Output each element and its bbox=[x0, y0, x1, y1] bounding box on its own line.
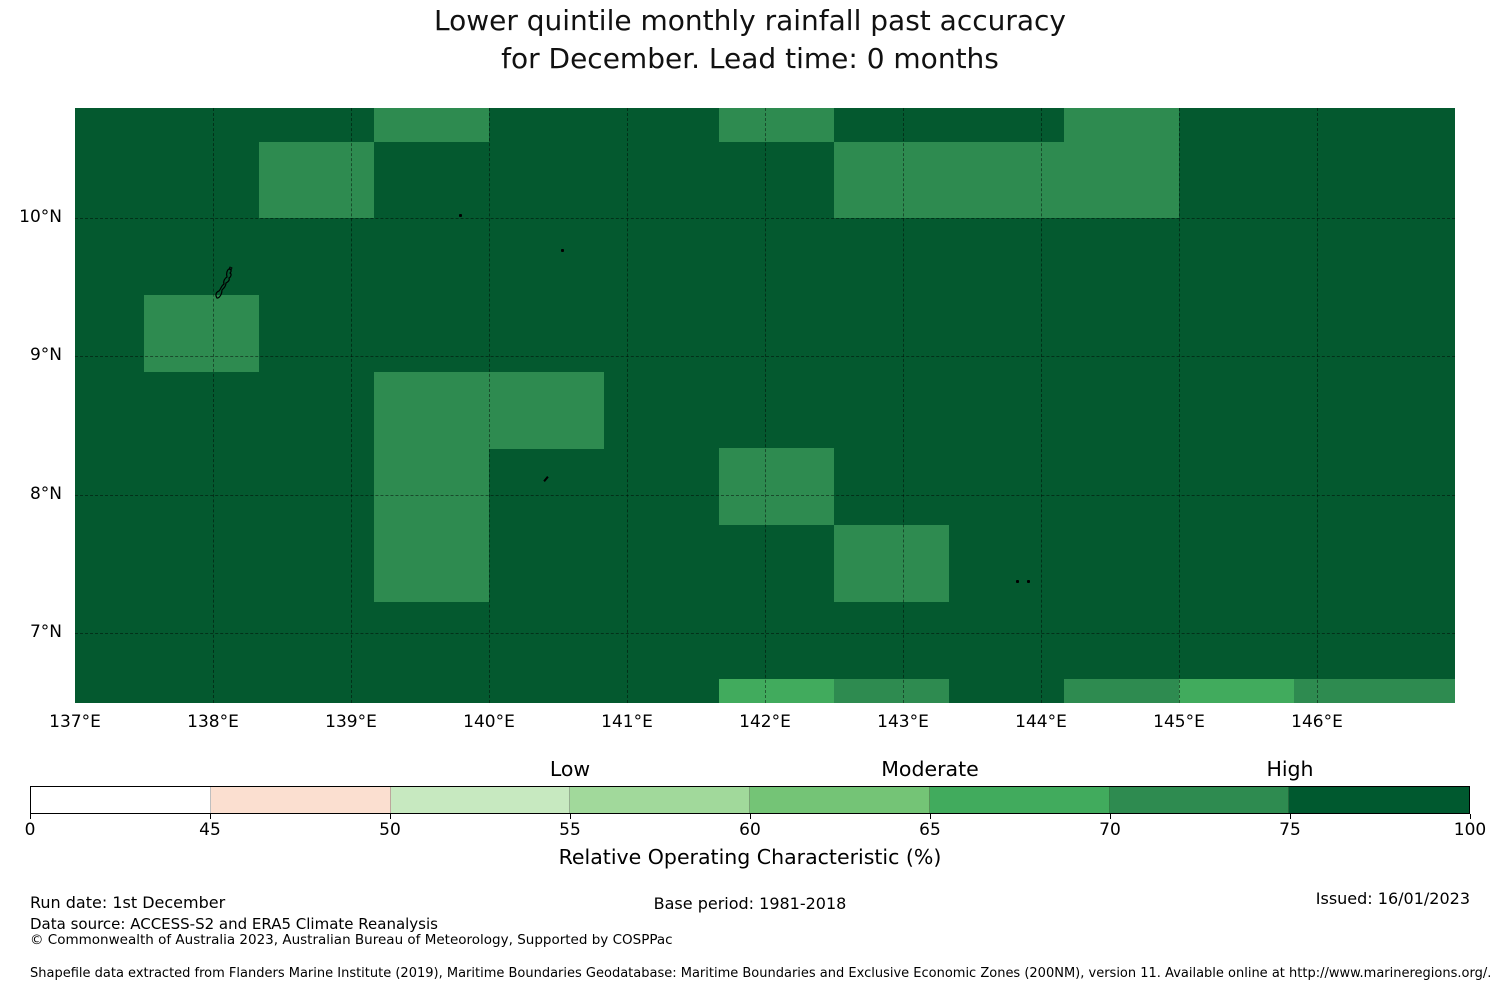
data-source-text: Data source: ACCESS-S2 and ERA5 Climate … bbox=[30, 915, 438, 933]
colorbar-axis-label: Relative Operating Characteristic (%) bbox=[558, 845, 942, 869]
colorbar bbox=[30, 786, 1470, 814]
gridline-horizontal bbox=[75, 356, 1455, 358]
gridline-vertical bbox=[1041, 108, 1042, 703]
colorbar-tick-label: 60 bbox=[739, 820, 761, 840]
colorbar-band-label: High bbox=[1266, 757, 1314, 781]
island-dot bbox=[458, 214, 462, 218]
colorbar-segment bbox=[390, 787, 571, 813]
gridline-vertical bbox=[351, 108, 352, 703]
heatmap-cell bbox=[719, 448, 835, 526]
x-tick-label: 137°E bbox=[49, 712, 101, 732]
heatmap-cell bbox=[1064, 108, 1180, 142]
x-tick-label: 146°E bbox=[1291, 712, 1343, 732]
colorbar-tick-label: 45 bbox=[199, 820, 221, 840]
heatmap-cell bbox=[144, 295, 259, 372]
heatmap-cell bbox=[1293, 678, 1409, 703]
colorbar-band-label: Low bbox=[549, 757, 591, 781]
island-outline-icon bbox=[213, 264, 241, 302]
colorbar-tick bbox=[390, 814, 391, 819]
colorbar-tick-label: 70 bbox=[1099, 820, 1121, 840]
heatmap-cell bbox=[834, 141, 949, 219]
x-tick-label: 143°E bbox=[877, 712, 929, 732]
colorbar-segment bbox=[31, 787, 211, 813]
island-dot bbox=[1027, 580, 1031, 583]
y-tick-label: 8°N bbox=[29, 483, 62, 504]
shapefile-attribution-text: Shapefile data extracted from Flanders M… bbox=[30, 966, 1492, 981]
x-tick-label: 142°E bbox=[739, 712, 791, 732]
y-tick-label: 7°N bbox=[29, 621, 62, 642]
issued-date-text: Issued: 16/01/2023 bbox=[1315, 889, 1470, 908]
colorbar-tick-label: 0 bbox=[24, 820, 36, 840]
heatmap-plot-area bbox=[75, 108, 1455, 703]
heatmap-cell bbox=[948, 141, 1064, 219]
island-dot bbox=[560, 248, 564, 252]
colorbar-tick bbox=[570, 814, 571, 819]
heatmap-cell bbox=[374, 108, 490, 142]
gridline-vertical bbox=[1317, 108, 1318, 703]
colorbar-tick bbox=[1110, 814, 1111, 819]
heatmap-cell bbox=[374, 525, 490, 602]
y-tick-label: 10°N bbox=[19, 207, 62, 228]
heatmap-cell bbox=[1409, 678, 1455, 703]
gridline-vertical bbox=[903, 108, 904, 703]
island-dot bbox=[542, 476, 549, 483]
colorbar-segment bbox=[1289, 787, 1469, 813]
gridline-horizontal bbox=[75, 494, 1455, 496]
colorbar-segment bbox=[210, 787, 391, 813]
gridline-vertical bbox=[765, 108, 766, 703]
x-tick-label: 138°E bbox=[187, 712, 239, 732]
island-dot bbox=[1016, 580, 1020, 583]
gridline-vertical bbox=[1179, 108, 1180, 703]
heatmap-cell bbox=[374, 448, 490, 526]
colorbar-segment bbox=[1109, 787, 1290, 813]
run-date-text: Run date: 1st December bbox=[30, 893, 226, 912]
gridline-vertical bbox=[627, 108, 628, 703]
colorbar-band-label: Moderate bbox=[881, 757, 979, 781]
heatmap-cell bbox=[1064, 678, 1180, 703]
x-tick-label: 140°E bbox=[463, 712, 515, 732]
colorbar-tick bbox=[30, 814, 31, 819]
colorbar-segment bbox=[570, 787, 750, 813]
colorbar-tick-label: 50 bbox=[379, 820, 401, 840]
colorbar-tick-label: 75 bbox=[1279, 820, 1301, 840]
heatmap-cell bbox=[719, 108, 835, 142]
x-tick-label: 139°E bbox=[325, 712, 377, 732]
gridline-horizontal bbox=[75, 218, 1455, 220]
gridline-vertical bbox=[489, 108, 490, 703]
chart-title-line2: for December. Lead time: 0 months bbox=[501, 42, 999, 75]
chart-title-line1: Lower quintile monthly rainfall past acc… bbox=[433, 4, 1066, 37]
x-tick-label: 141°E bbox=[601, 712, 653, 732]
colorbar-tick-label: 55 bbox=[559, 820, 581, 840]
colorbar-tick bbox=[210, 814, 211, 819]
colorbar-segment bbox=[750, 787, 930, 813]
x-tick-label: 145°E bbox=[1153, 712, 1205, 732]
heatmap-cell bbox=[258, 141, 374, 219]
heatmap-cell bbox=[834, 678, 949, 703]
y-tick-label: 9°N bbox=[29, 345, 62, 366]
colorbar-tick bbox=[750, 814, 751, 819]
base-period-text: Base period: 1981-2018 bbox=[653, 894, 847, 913]
colorbar-segment bbox=[929, 787, 1110, 813]
heatmap-cell bbox=[1064, 141, 1180, 219]
gridline-vertical bbox=[213, 108, 214, 703]
colorbar-tick bbox=[1470, 814, 1471, 819]
colorbar-tick-label: 65 bbox=[919, 820, 941, 840]
gridline-horizontal bbox=[75, 632, 1455, 634]
copyright-text: © Commonwealth of Australia 2023, Austra… bbox=[30, 932, 673, 948]
x-tick-label: 144°E bbox=[1015, 712, 1067, 732]
colorbar-tick-label: 100 bbox=[1453, 820, 1487, 840]
heatmap-cell bbox=[719, 678, 835, 703]
heatmap-cell bbox=[374, 371, 490, 449]
chart-title: Lower quintile monthly rainfall past acc… bbox=[0, 2, 1500, 78]
heatmap-cell bbox=[834, 525, 949, 602]
colorbar-tick bbox=[930, 814, 931, 819]
heatmap-cell bbox=[489, 371, 604, 449]
heatmap-cell bbox=[1179, 678, 1294, 703]
colorbar-tick bbox=[1290, 814, 1291, 819]
